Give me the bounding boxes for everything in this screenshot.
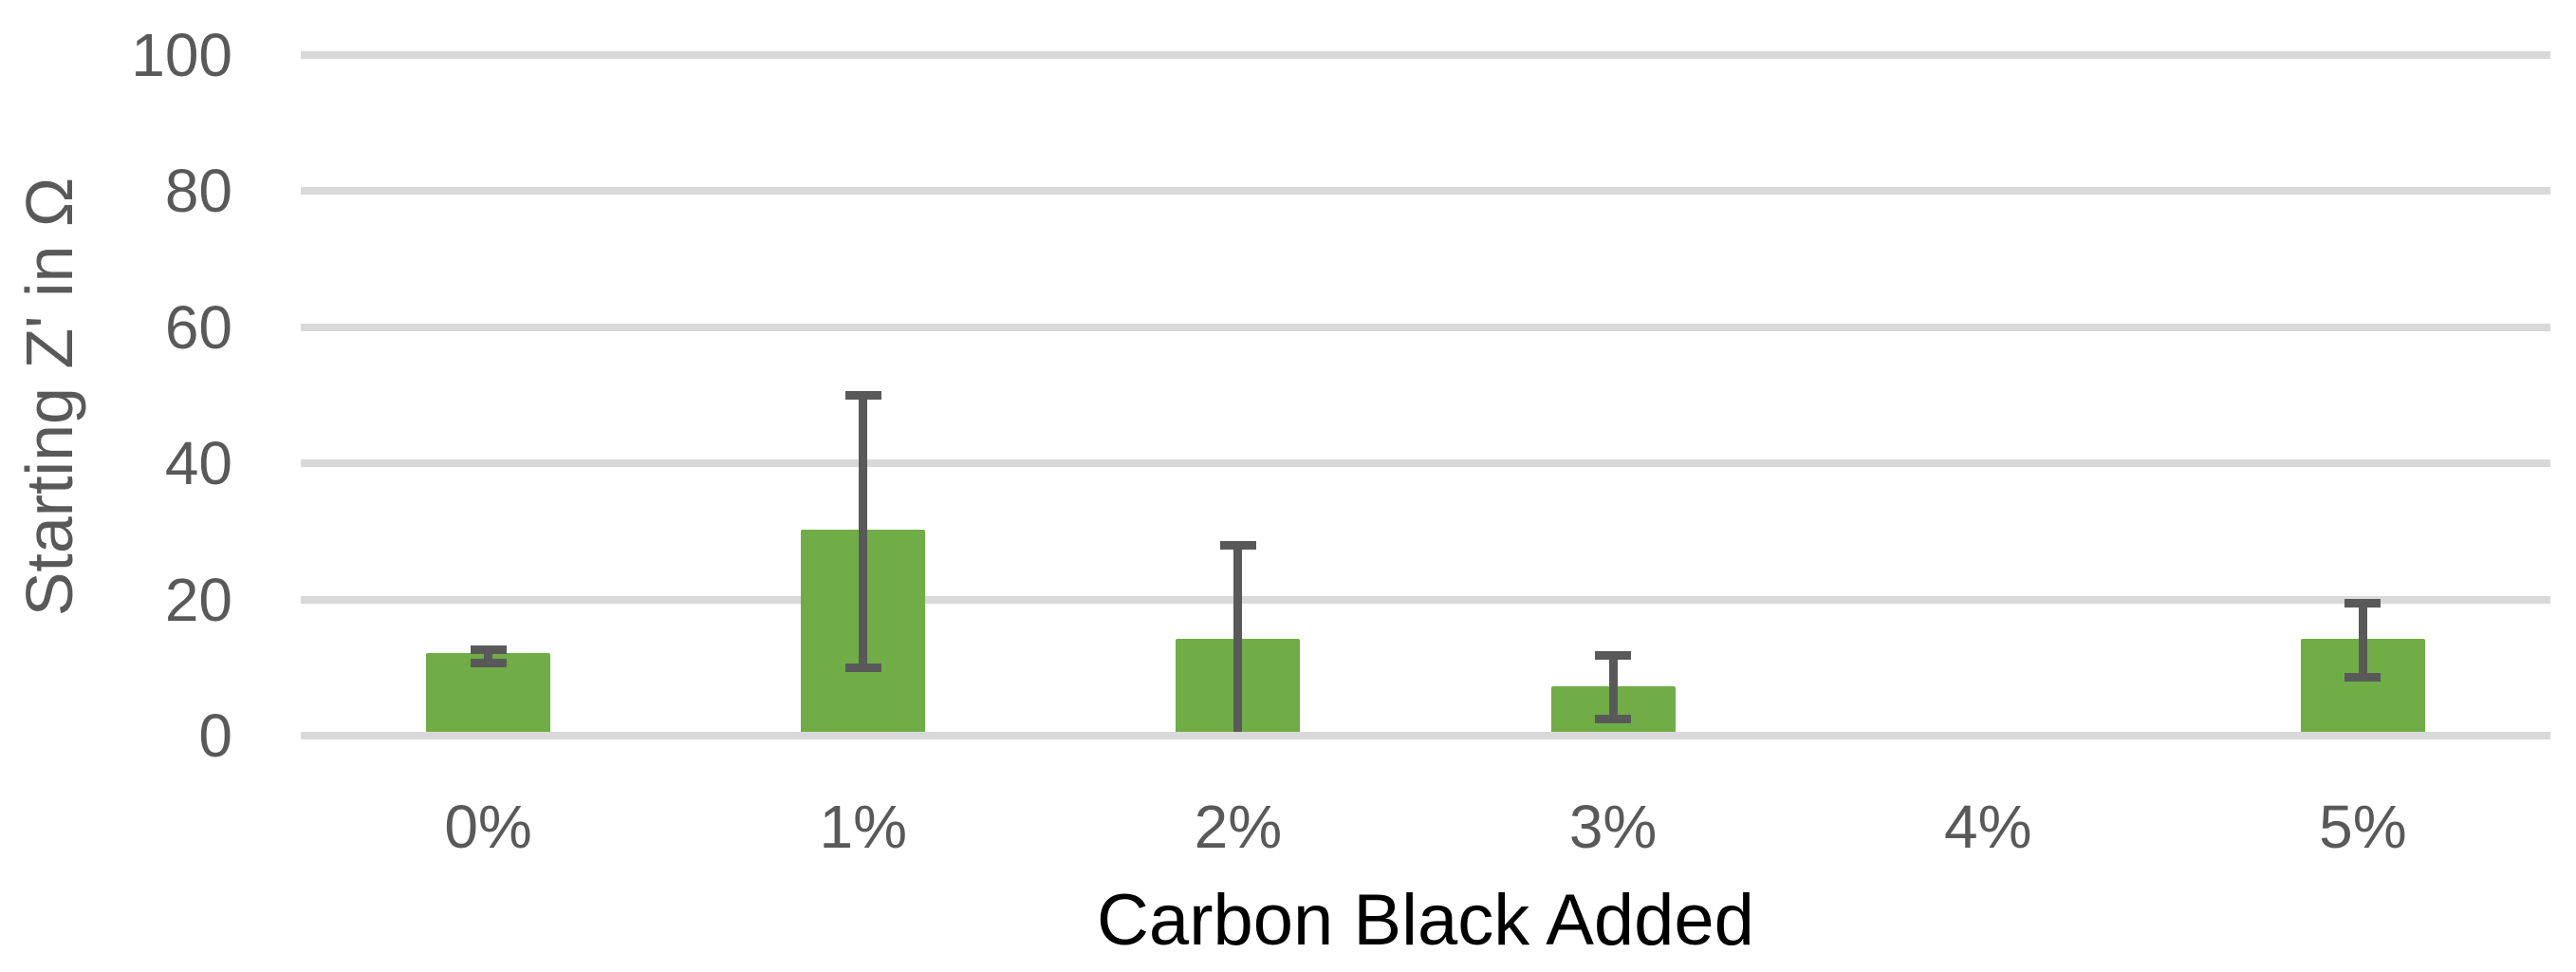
y-tick-label: 20 (164, 565, 232, 634)
gridline (301, 732, 2550, 739)
x-tick-label: 4% (1943, 793, 2032, 861)
y-tick-label: 60 (164, 292, 232, 362)
error-bar-line (2358, 603, 2367, 678)
y-tick-label: 40 (164, 429, 232, 498)
error-bar-line (1608, 655, 1618, 720)
error-bar-line (484, 649, 493, 664)
error-bar-cap-high (2344, 598, 2381, 608)
error-bar-cap-high (1219, 540, 1256, 550)
y-tick-label: 100 (131, 21, 232, 89)
error-bar-line (1233, 545, 1243, 732)
gridline (301, 459, 2550, 468)
gridline (301, 595, 2550, 604)
x-axis-title: Carbon Black Added (1097, 880, 1754, 961)
x-tick-label: 0% (444, 793, 532, 861)
error-bar-line (859, 395, 868, 668)
error-bar-cap-high (844, 391, 881, 400)
gridline (301, 323, 2550, 331)
y-tick-label: 0 (198, 701, 232, 770)
x-tick-label: 5% (2319, 793, 2407, 861)
gridline (301, 187, 2550, 196)
error-bar-cap-high (1595, 650, 1632, 660)
error-bar-cap-low (844, 663, 881, 672)
x-tick-label: 1% (819, 793, 907, 861)
x-tick-label: 3% (1568, 793, 1658, 861)
error-bar-cap-low (2344, 672, 2381, 682)
gridline (301, 51, 2550, 59)
y-axis-title: Starting Z' in Ω (12, 177, 86, 617)
error-bar-cap-low (470, 658, 507, 667)
x-tick-label: 2% (1194, 793, 1283, 861)
error-bar-cap-high (470, 645, 507, 655)
y-tick-label: 80 (164, 157, 232, 226)
error-bar-cap-low (1595, 715, 1632, 724)
